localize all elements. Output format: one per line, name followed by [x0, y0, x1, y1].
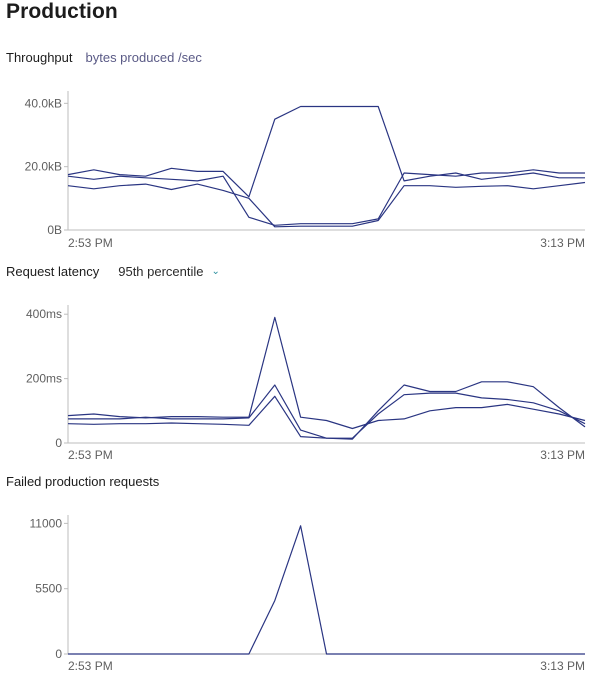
y-tick-label: 0 — [55, 647, 62, 661]
percentile-dropdown-value: 95th percentile — [118, 264, 204, 279]
y-tick-label: 0B — [47, 223, 62, 237]
y-tick-label: 40.0kB — [25, 96, 62, 110]
throughput-header: Throughput bytes produced /sec — [6, 50, 202, 65]
y-tick-label: 200ms — [26, 372, 62, 386]
series-line-3 — [67, 181, 586, 228]
series-line-2 — [67, 169, 585, 226]
latency-title: Request latency — [6, 264, 100, 279]
latency-chart: 0 200ms 400ms 2:53 PM 3:13 PM — [26, 305, 586, 462]
y-tick-label: 5500 — [35, 582, 62, 596]
failed-title: Failed production requests — [6, 474, 160, 489]
throughput-title: Throughput — [6, 50, 73, 65]
series-line-2 — [68, 381, 586, 440]
x-tick-label-start: 2:53 PM — [68, 236, 113, 250]
series-line-1 — [68, 525, 585, 655]
series-line-1 — [67, 316, 586, 430]
percentile-dropdown[interactable]: 95th percentile ⌄ — [118, 264, 220, 279]
failed-header: Failed production requests — [6, 474, 159, 489]
x-tick-label-start: 2:53 PM — [68, 448, 113, 462]
series-line-1 — [67, 105, 585, 198]
series-line-3 — [67, 392, 586, 439]
y-tick-label: 0 — [55, 436, 62, 450]
x-tick-label-end: 3:13 PM — [540, 236, 585, 250]
chevron-down-icon[interactable]: ⌄ — [211, 266, 220, 277]
throughput-subtitle: bytes produced /sec — [85, 50, 202, 65]
x-tick-label-end: 3:13 PM — [540, 659, 585, 673]
y-tick-label: 20.0kB — [25, 160, 62, 174]
throughput-chart: 0B 20.0kB 40.0kB 2:53 PM 3:13 PM — [25, 91, 586, 250]
y-tick-label: 400ms — [26, 307, 62, 321]
latency-header: Request latency 95th percentile ⌄ — [6, 264, 220, 279]
y-tick-label: 11000 — [30, 516, 63, 530]
page-title: Production — [6, 0, 118, 23]
x-tick-label-end: 3:13 PM — [540, 448, 585, 462]
failed-requests-chart: 0 5500 11000 2:53 PM 3:13 PM — [30, 515, 585, 673]
x-tick-label-start: 2:53 PM — [68, 659, 113, 673]
